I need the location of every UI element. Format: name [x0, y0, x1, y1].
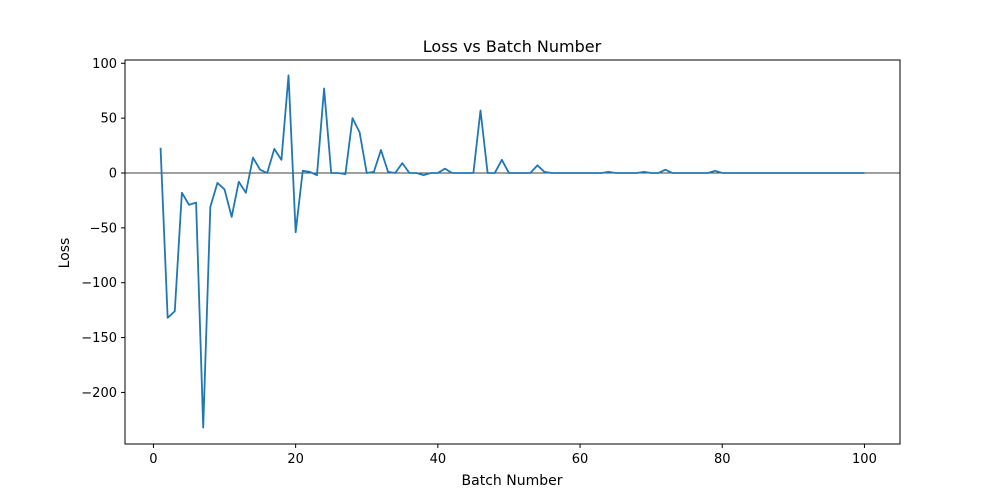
x-axis-label: Batch Number	[462, 473, 563, 489]
x-tick-label: 80	[714, 452, 731, 467]
x-tick-label: 40	[430, 452, 447, 467]
plot-frame	[124, 59, 901, 445]
x-tick-label: 0	[149, 452, 157, 467]
x-tick-label: 60	[572, 452, 589, 467]
loss-series-line	[159, 74, 865, 429]
y-tick-label: −50	[90, 221, 117, 236]
y-tick-label: −150	[81, 331, 117, 346]
chart-title: Loss vs Batch Number	[423, 37, 602, 56]
y-tick-label: 0	[109, 167, 117, 182]
y-tick-label: 100	[92, 57, 117, 72]
y-tick-label: −100	[81, 276, 117, 291]
y-tick-label: 50	[100, 112, 117, 127]
x-tick-label: 20	[287, 452, 304, 467]
y-axis-label: Loss	[57, 238, 73, 269]
y-tick-label: −200	[81, 386, 117, 401]
x-tick-label: 100	[852, 452, 877, 467]
